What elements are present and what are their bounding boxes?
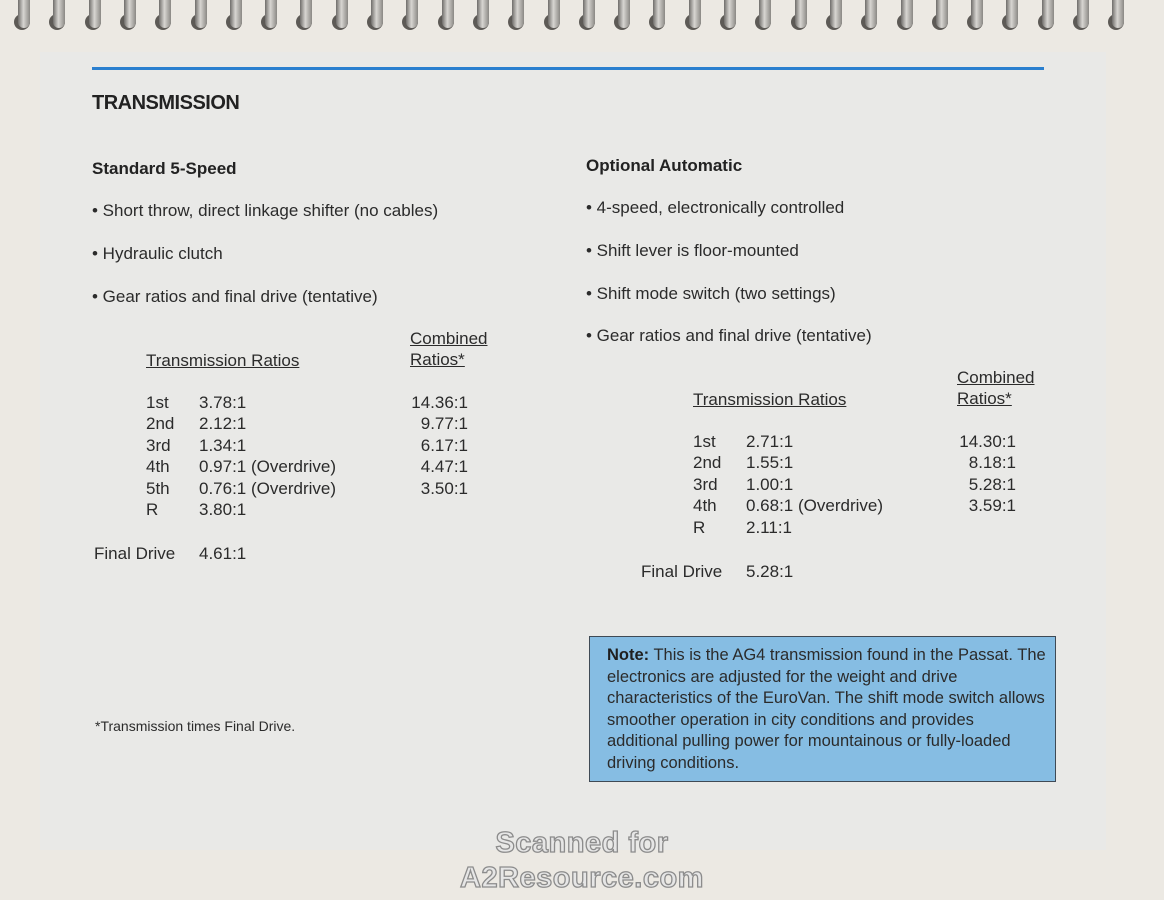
watermark-line1: Scanned for xyxy=(495,826,669,859)
binding-loop xyxy=(900,0,913,28)
automatic-row-ratio: 2.71:1 xyxy=(746,432,794,451)
binding-loop xyxy=(547,0,560,28)
standard-col-ratios: Transmission Ratios xyxy=(146,351,300,370)
standard-row-gear: R xyxy=(146,500,159,519)
binding-loop xyxy=(371,0,383,28)
binding-loop xyxy=(300,0,313,28)
standard-row-combined: 6.17:1 xyxy=(420,435,468,455)
page-title: TRANSMISSION xyxy=(92,92,240,114)
automatic-final-label: Final Drive xyxy=(641,562,723,581)
automatic-bullet: • 4-speed, electronically controlled xyxy=(586,198,845,217)
standard-final-label: Final Drive xyxy=(94,544,176,563)
automatic-row-combined: 8.18:1 xyxy=(968,453,1016,473)
standard-bullet: • Gear ratios and final drive (tentative… xyxy=(92,287,378,306)
standard-heading: Standard 5-Speed xyxy=(92,159,237,178)
automatic-bullet: • Gear ratios and final drive (tentative… xyxy=(586,326,872,345)
automatic-col-combined: Combined xyxy=(957,368,1035,387)
automatic-row-ratio: 1.00:1 xyxy=(746,474,794,494)
automatic-heading: Optional Automatic xyxy=(586,156,743,175)
standard-row-gear: 1st xyxy=(146,393,169,412)
automatic-col-ratios: Transmission Ratios xyxy=(693,390,847,409)
standard-row-combined: 14.36:1 xyxy=(411,393,468,412)
binding-loop xyxy=(1006,0,1019,28)
standard-row-ratio: 3.78:1 xyxy=(199,393,247,412)
automatic-row-gear: 1st xyxy=(693,432,716,451)
automatic-row-ratio: 2.11:1 xyxy=(746,517,793,537)
standard-col-combined: Ratios* xyxy=(410,350,465,369)
standard-row-combined: 4.47:1 xyxy=(420,457,468,477)
binding-loop xyxy=(229,0,242,28)
automatic-row-combined: 14.30:1 xyxy=(959,432,1016,451)
standard-final-value: 4.61:1 xyxy=(199,544,247,563)
header-rule xyxy=(92,67,1044,70)
standard-row-gear: 2nd xyxy=(146,414,175,434)
binding-loop xyxy=(653,0,666,28)
binding-loop xyxy=(688,0,701,28)
binding-loop xyxy=(794,0,807,28)
spiral-binding xyxy=(0,0,1164,34)
binding-loop xyxy=(123,0,136,28)
footnote: *Transmission times Final Drive. xyxy=(95,718,296,734)
binding-loop xyxy=(265,0,278,28)
automatic-row-ratio: 1.55:1 xyxy=(746,453,794,473)
standard-row-ratio: 3.80:1 xyxy=(199,500,247,519)
note-text: This is the AG4 transmission found in th… xyxy=(607,646,1046,772)
automatic-row-combined: 5.28:1 xyxy=(968,474,1016,494)
binding-loop xyxy=(53,0,66,28)
binding-loop xyxy=(1041,0,1054,28)
watermark-line2: A2Resource.com xyxy=(459,861,704,894)
standard-bullet: • Hydraulic clutch xyxy=(92,244,223,263)
binding-loop xyxy=(935,0,948,28)
standard-row-gear: 4th xyxy=(146,457,170,477)
standard-row-ratio: 0.76:1 (Overdrive) xyxy=(199,478,336,498)
automatic-row-combined: 3.59:1 xyxy=(968,496,1016,516)
standard-bullet: • Short throw, direct linkage shifter (n… xyxy=(92,201,439,220)
binding-loop xyxy=(406,0,419,28)
binding-loop xyxy=(759,0,772,28)
note-label: Note: xyxy=(607,646,650,664)
binding-loop xyxy=(441,0,454,28)
binding-loop xyxy=(971,0,984,28)
binding-loop xyxy=(476,0,489,28)
binding-loop xyxy=(512,0,525,28)
standard-row-combined: 3.50:1 xyxy=(420,478,468,498)
binding-loop xyxy=(88,0,101,28)
binding-loop xyxy=(194,0,207,28)
note-box: Note: This is the AG4 transmission found… xyxy=(589,636,1056,782)
automatic-final-value: 5.28:1 xyxy=(746,562,794,581)
binding-loop xyxy=(1077,0,1089,28)
standard-row-combined: 9.77:1 xyxy=(420,414,468,434)
standard-col-combined: Combined xyxy=(410,329,488,348)
standard-row-ratio: 0.97:1 (Overdrive) xyxy=(199,457,336,477)
binding-loop xyxy=(1112,0,1125,28)
binding-loop xyxy=(724,0,736,28)
automatic-row-gear: 3rd xyxy=(693,474,718,494)
binding-loop xyxy=(582,0,595,28)
standard-row-ratio: 2.12:1 xyxy=(199,414,247,434)
binding-loop xyxy=(18,0,30,28)
standard-row-gear: 5th xyxy=(146,478,170,498)
automatic-row-gear: R xyxy=(693,517,706,537)
automatic-row-ratio: 0.68:1 (Overdrive) xyxy=(746,496,883,516)
automatic-col-combined: Ratios* xyxy=(957,389,1012,408)
automatic-bullet: • Shift lever is floor-mounted xyxy=(586,241,799,260)
standard-row-ratio: 1.34:1 xyxy=(199,435,247,455)
binding-loop xyxy=(865,0,878,28)
binding-loop xyxy=(618,0,631,28)
binding-loop xyxy=(335,0,348,28)
automatic-row-gear: 4th xyxy=(693,496,717,516)
binding-loop xyxy=(159,0,172,28)
automatic-bullet: • Shift mode switch (two settings) xyxy=(586,284,836,303)
automatic-row-gear: 2nd xyxy=(693,453,722,473)
standard-row-gear: 3rd xyxy=(146,435,171,455)
binding-loop xyxy=(829,0,842,28)
